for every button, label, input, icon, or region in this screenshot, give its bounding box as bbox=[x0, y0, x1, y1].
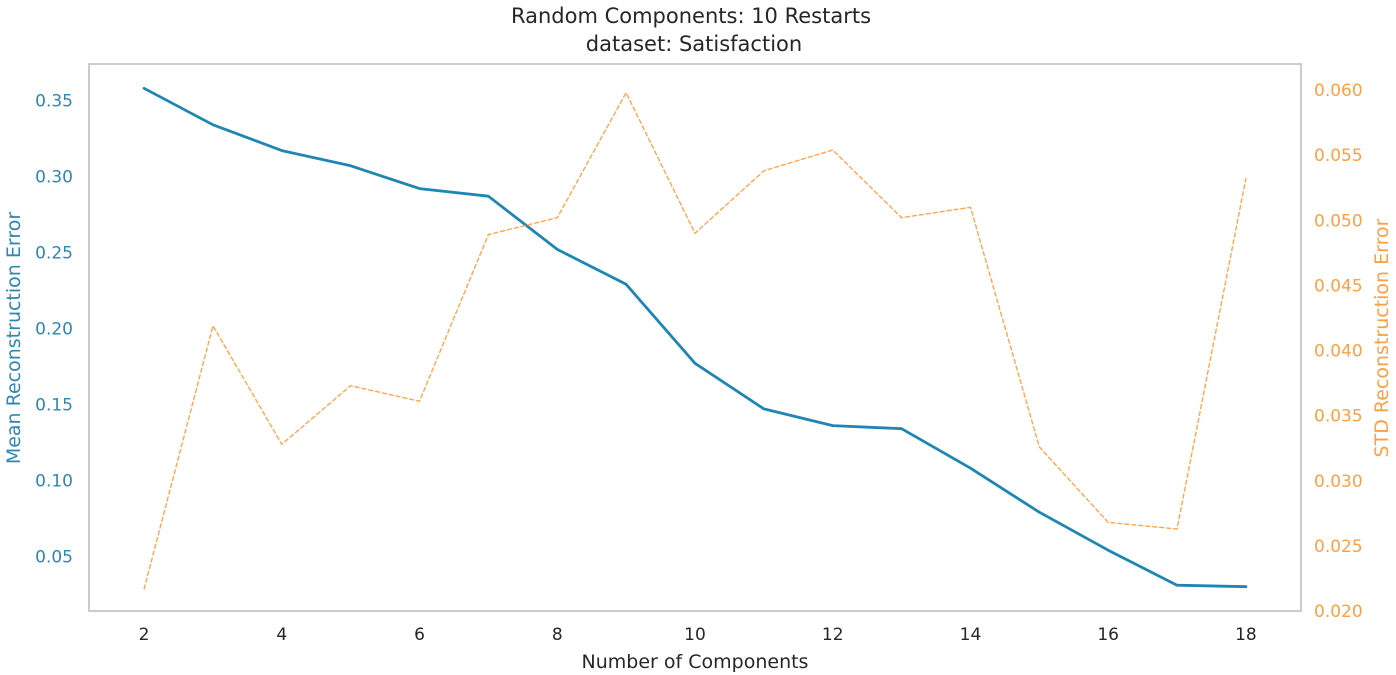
std-error-line bbox=[143, 91, 1247, 590]
x-tick-label: 18 bbox=[1235, 625, 1257, 645]
right-y-axis-label: STD Reconstruction Error bbox=[1371, 218, 1393, 457]
x-tick-label: 16 bbox=[1097, 625, 1119, 645]
right-y-tick-label: 0.025 bbox=[1314, 537, 1363, 557]
right-y-tick-label: 0.045 bbox=[1314, 276, 1363, 296]
x-tick-labels: 2 4 6 8 10 12 14 16 18 bbox=[139, 625, 1257, 645]
mean-error-line bbox=[142, 86, 1248, 589]
x-tick-label: 4 bbox=[276, 625, 287, 645]
left-y-axis-label: Mean Reconstruction Error bbox=[3, 212, 25, 465]
chart-title: Random Components: 10 Restarts bbox=[511, 4, 871, 28]
left-y-tick-label: 0.05 bbox=[35, 547, 73, 567]
right-y-tick-label: 0.020 bbox=[1314, 602, 1363, 622]
x-tick-label: 2 bbox=[139, 625, 150, 645]
x-tick-label: 8 bbox=[552, 625, 563, 645]
x-tick-label: 6 bbox=[414, 625, 425, 645]
left-y-tick-label: 0.20 bbox=[35, 319, 73, 339]
left-y-tick-label: 0.15 bbox=[35, 395, 73, 415]
left-y-tick-labels: 0.05 0.10 0.15 0.20 0.25 0.30 0.35 bbox=[35, 91, 73, 567]
right-y-tick-label: 0.055 bbox=[1314, 146, 1363, 166]
right-y-tick-label: 0.050 bbox=[1314, 211, 1363, 231]
left-y-tick-label: 0.35 bbox=[35, 91, 73, 111]
plot-frame bbox=[88, 63, 1302, 612]
x-tick-label: 12 bbox=[822, 625, 844, 645]
right-y-tick-label: 0.035 bbox=[1314, 407, 1363, 427]
left-y-tick-label: 0.10 bbox=[35, 471, 73, 491]
left-y-tick-label: 0.30 bbox=[35, 167, 73, 187]
right-y-tick-label: 0.060 bbox=[1314, 81, 1363, 101]
right-y-tick-label: 0.040 bbox=[1314, 342, 1363, 362]
series-group bbox=[142, 86, 1248, 590]
x-axis-label: Number of Components bbox=[582, 651, 809, 673]
x-tick-label: 14 bbox=[960, 625, 982, 645]
right-y-tick-labels: 0.020 0.025 0.030 0.035 0.040 0.045 0.050 0.055… bbox=[1314, 81, 1363, 622]
x-tick-label: 10 bbox=[684, 625, 706, 645]
chart-subtitle: dataset: Satisfaction bbox=[586, 32, 802, 56]
left-y-tick-label: 0.25 bbox=[35, 243, 73, 263]
right-y-tick-label: 0.030 bbox=[1314, 472, 1363, 492]
